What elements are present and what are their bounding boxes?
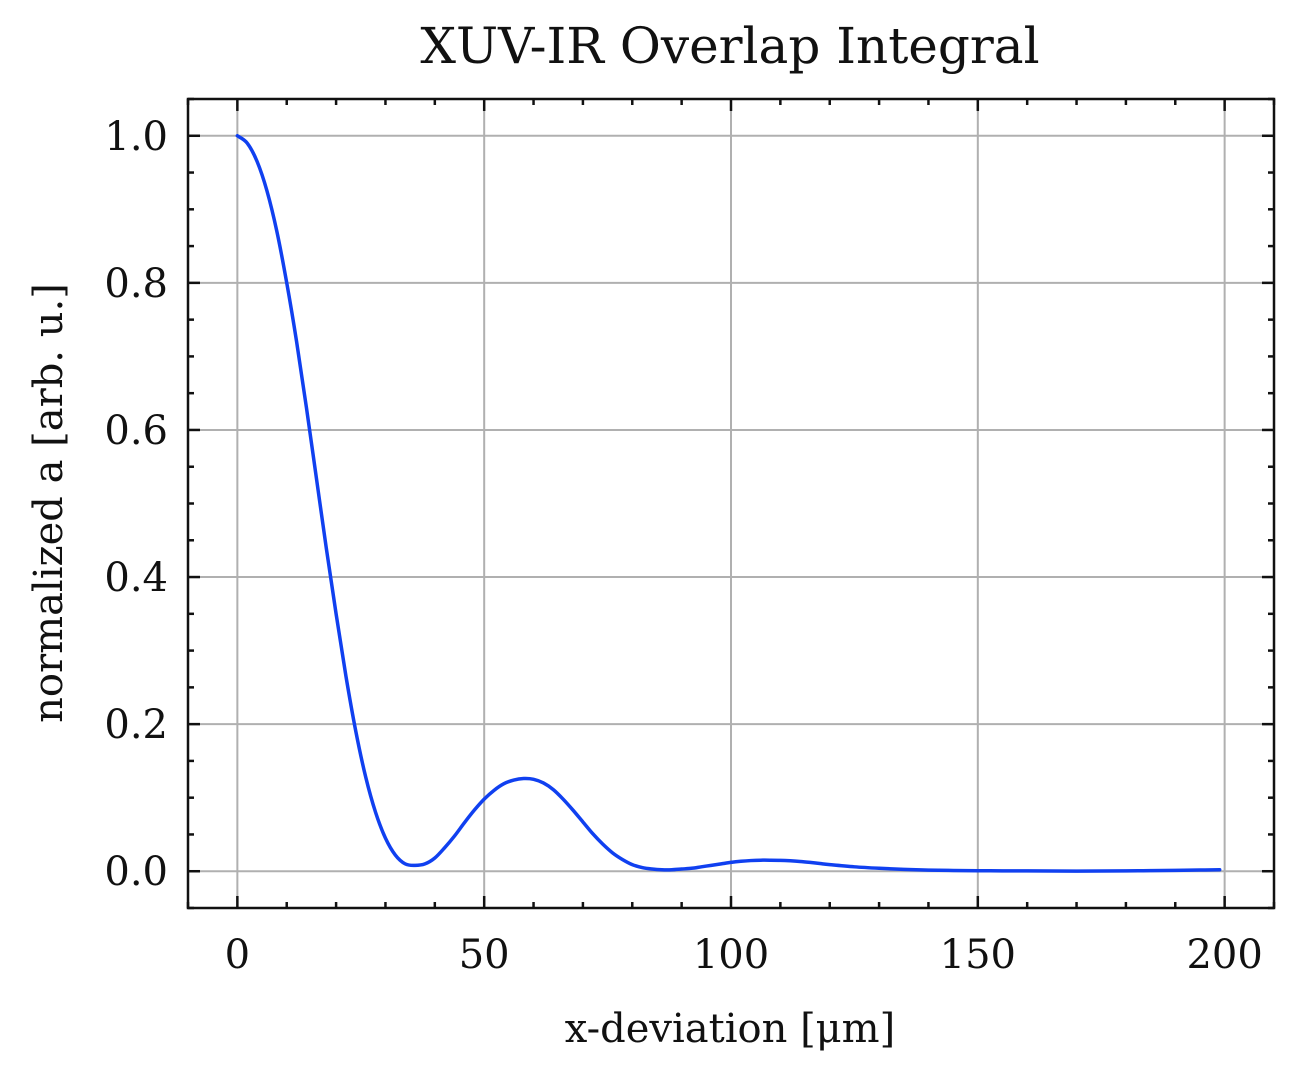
y-tick-label: 0.6: [104, 408, 168, 454]
tick-labels: 0 50 100 150 200 0.0 0.2 0.4 0.6 0.8 1.0: [104, 114, 1262, 978]
y-tick-label: 0.0: [104, 849, 168, 895]
y-axis-label: normalized a [arb. u.]: [26, 283, 72, 723]
y-tick-label: 0.4: [104, 555, 168, 601]
overlap-integral-line: [235, 134, 1222, 873]
x-tick-label: 150: [940, 932, 1016, 978]
axis-ticks: [186, 97, 1276, 910]
y-tick-label: 0.2: [104, 702, 168, 748]
x-tick-label: 0: [225, 932, 250, 978]
y-tick-label: 1.0: [104, 114, 168, 160]
x-tick-label: 100: [693, 932, 769, 978]
y-tick-label: 0.8: [104, 261, 168, 307]
x-axis-label: x-deviation [μm]: [565, 1006, 895, 1052]
chart-title: XUV-IR Overlap Integral: [420, 17, 1039, 75]
plot-series: [235, 134, 1222, 873]
x-tick-label: 200: [1186, 932, 1262, 978]
grid: [188, 99, 1274, 908]
x-tick-label: 50: [459, 932, 510, 978]
